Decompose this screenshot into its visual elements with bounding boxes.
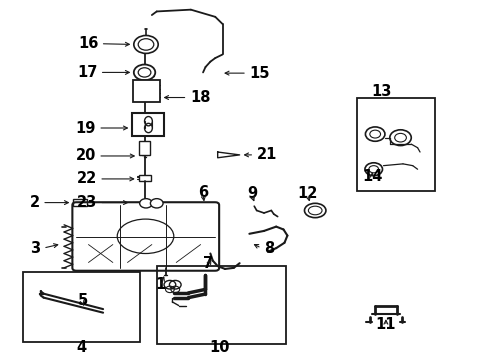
Text: 8: 8 <box>264 240 274 256</box>
Text: 20: 20 <box>75 148 96 163</box>
Circle shape <box>134 64 155 80</box>
Text: 22: 22 <box>76 171 97 186</box>
Bar <box>139 140 150 155</box>
Text: 14: 14 <box>361 169 382 184</box>
Text: 21: 21 <box>256 147 277 162</box>
Bar <box>132 113 163 136</box>
FancyBboxPatch shape <box>72 202 219 271</box>
Polygon shape <box>217 152 239 158</box>
Text: 11: 11 <box>375 317 395 332</box>
Text: 2: 2 <box>29 195 40 210</box>
Text: 16: 16 <box>78 36 98 51</box>
Text: 15: 15 <box>249 66 269 81</box>
Text: 12: 12 <box>297 186 317 201</box>
Text: 19: 19 <box>75 121 96 135</box>
Text: 3: 3 <box>30 240 41 256</box>
Text: 10: 10 <box>208 340 229 355</box>
Bar <box>157 266 285 344</box>
Text: 17: 17 <box>77 65 97 80</box>
Text: 5: 5 <box>77 293 87 309</box>
Text: 13: 13 <box>370 84 390 99</box>
Text: 4: 4 <box>76 340 86 355</box>
Text: 6: 6 <box>198 185 208 200</box>
Text: 23: 23 <box>76 195 97 210</box>
Text: 18: 18 <box>189 90 210 105</box>
Circle shape <box>150 199 163 208</box>
Bar <box>139 175 151 181</box>
Bar <box>73 199 86 206</box>
Text: 7: 7 <box>203 256 213 271</box>
Circle shape <box>134 36 158 53</box>
Circle shape <box>140 199 152 208</box>
Text: 9: 9 <box>246 186 256 201</box>
Bar <box>133 80 160 102</box>
Bar <box>356 98 434 191</box>
Text: 1: 1 <box>155 277 165 292</box>
Bar <box>22 272 140 342</box>
